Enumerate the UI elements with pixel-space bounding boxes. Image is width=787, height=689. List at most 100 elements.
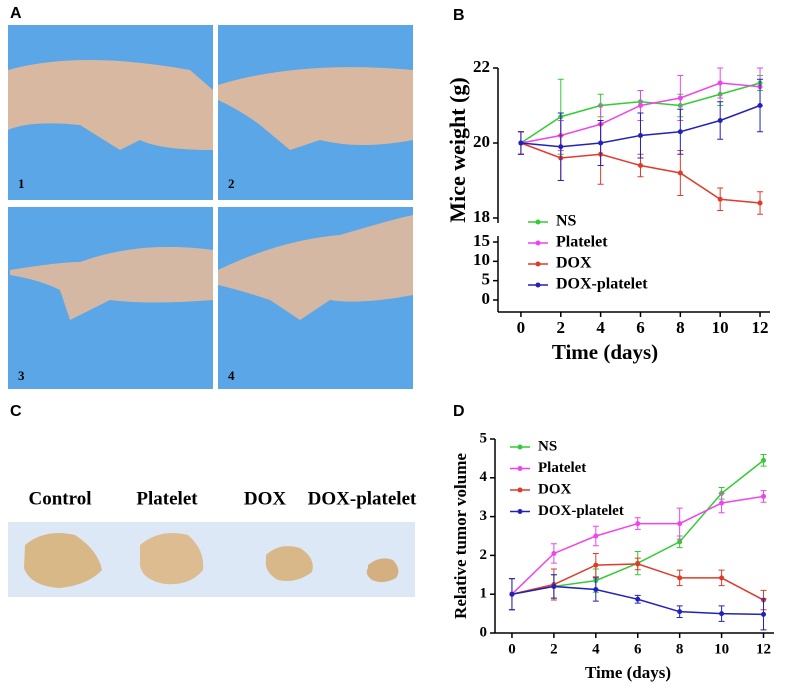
- y-tick-label: 1: [480, 586, 488, 602]
- x-tick-label: 2: [557, 318, 566, 337]
- legend-marker: [517, 509, 523, 514]
- data-point: [635, 561, 641, 567]
- y-tick-label: 0: [482, 289, 491, 308]
- tumor: [366, 558, 399, 583]
- data-point: [637, 163, 643, 168]
- data-point: [635, 596, 641, 602]
- data-point: [635, 521, 641, 527]
- mouse: [218, 67, 413, 150]
- panel-label: B: [453, 7, 465, 24]
- data-point: [719, 575, 725, 581]
- legend-label: NS: [538, 438, 557, 454]
- data-point: [593, 562, 599, 568]
- y-tick-label: 3: [480, 508, 488, 524]
- legend-label: DOX-platelet: [538, 503, 624, 519]
- x-tick-label: 0: [508, 641, 516, 657]
- x-tick-label: 2: [550, 641, 558, 657]
- mouse: [10, 246, 213, 320]
- group-label: DOX: [244, 488, 287, 509]
- y-tick-label: 10: [473, 250, 490, 269]
- tumor: [265, 546, 313, 581]
- data-point: [677, 170, 683, 176]
- photo-label: 1: [18, 176, 25, 191]
- data-point: [551, 550, 557, 556]
- data-point: [677, 521, 683, 527]
- data-point: [518, 140, 524, 146]
- x-tick-label: 10: [714, 641, 729, 657]
- legend-label: Platelet: [556, 234, 608, 251]
- data-point: [677, 129, 683, 135]
- data-point: [677, 609, 683, 615]
- photo-label: 2: [228, 176, 235, 191]
- x-tick-label: 6: [634, 641, 642, 657]
- data-point: [637, 103, 643, 108]
- panel-label: C: [10, 403, 22, 420]
- x-axis-label: Time (days): [552, 340, 658, 364]
- data-point: [719, 611, 725, 617]
- y-axis-label: Relative tumor volume: [451, 453, 470, 619]
- x-tick-label: 4: [592, 641, 600, 657]
- panel-label: A: [10, 5, 22, 22]
- data-point: [717, 80, 723, 86]
- y-tick-label: 0: [480, 624, 488, 640]
- data-point: [719, 500, 725, 506]
- legend-marker: [517, 487, 523, 493]
- y-tick-label: 4: [480, 469, 488, 485]
- x-tick-label: 4: [596, 318, 605, 337]
- data-point: [717, 196, 723, 202]
- y-tick-label: 18: [473, 207, 490, 226]
- photo-grid: [8, 25, 413, 389]
- y-axis-label: Mice weight (g): [445, 77, 470, 222]
- photo-label: 3: [18, 368, 25, 383]
- panel-label: D: [453, 403, 465, 420]
- y-tick-label: 5: [482, 270, 491, 289]
- data-point: [677, 575, 683, 581]
- data-point: [761, 493, 767, 499]
- photo-label: 4: [228, 368, 235, 383]
- mouse: [218, 215, 413, 320]
- x-tick-label: 0: [517, 318, 526, 337]
- x-tick-label: 6: [636, 318, 645, 337]
- legend-label: DOX: [538, 481, 572, 497]
- legend-label: DOX-platelet: [556, 276, 648, 293]
- mouse: [8, 60, 213, 150]
- group-label: Control: [29, 488, 92, 509]
- y-tick-label: 5: [480, 430, 488, 446]
- data-point: [551, 583, 557, 589]
- data-point: [717, 118, 723, 123]
- legend-label: NS: [556, 213, 577, 230]
- data-point: [757, 200, 763, 206]
- y-tick-label: 20: [473, 132, 490, 151]
- data-point: [761, 457, 767, 463]
- group-label: Platelet: [136, 488, 198, 509]
- y-tick-label: 22: [473, 57, 490, 76]
- x-tick-label: 12: [752, 318, 769, 337]
- data-point: [757, 103, 763, 108]
- legend-label: DOX: [556, 255, 592, 272]
- x-tick-label: 8: [676, 318, 685, 337]
- data-point: [761, 611, 767, 617]
- data-point: [509, 591, 515, 597]
- x-tick-label: 12: [756, 641, 771, 657]
- data-point: [637, 133, 643, 138]
- y-tick-label: 15: [473, 231, 490, 250]
- legend-marker: [517, 444, 523, 450]
- group-label: DOX-platelet: [308, 488, 417, 509]
- x-axis-label: Time (days): [585, 663, 671, 682]
- y-tick-label: 2: [480, 547, 488, 563]
- data-point: [598, 140, 604, 146]
- legend-marker: [535, 219, 541, 225]
- data-point: [593, 533, 599, 539]
- tumor-photo: [8, 522, 415, 597]
- legend-marker: [535, 240, 541, 246]
- x-tick-label: 10: [712, 318, 729, 337]
- data-point: [677, 539, 683, 545]
- legend-marker: [535, 261, 541, 267]
- data-point: [677, 95, 683, 101]
- x-tick-label: 8: [676, 641, 684, 657]
- legend-label: Platelet: [538, 460, 586, 476]
- tumor: [140, 532, 204, 585]
- legend-marker: [517, 466, 523, 471]
- data-point: [558, 144, 564, 150]
